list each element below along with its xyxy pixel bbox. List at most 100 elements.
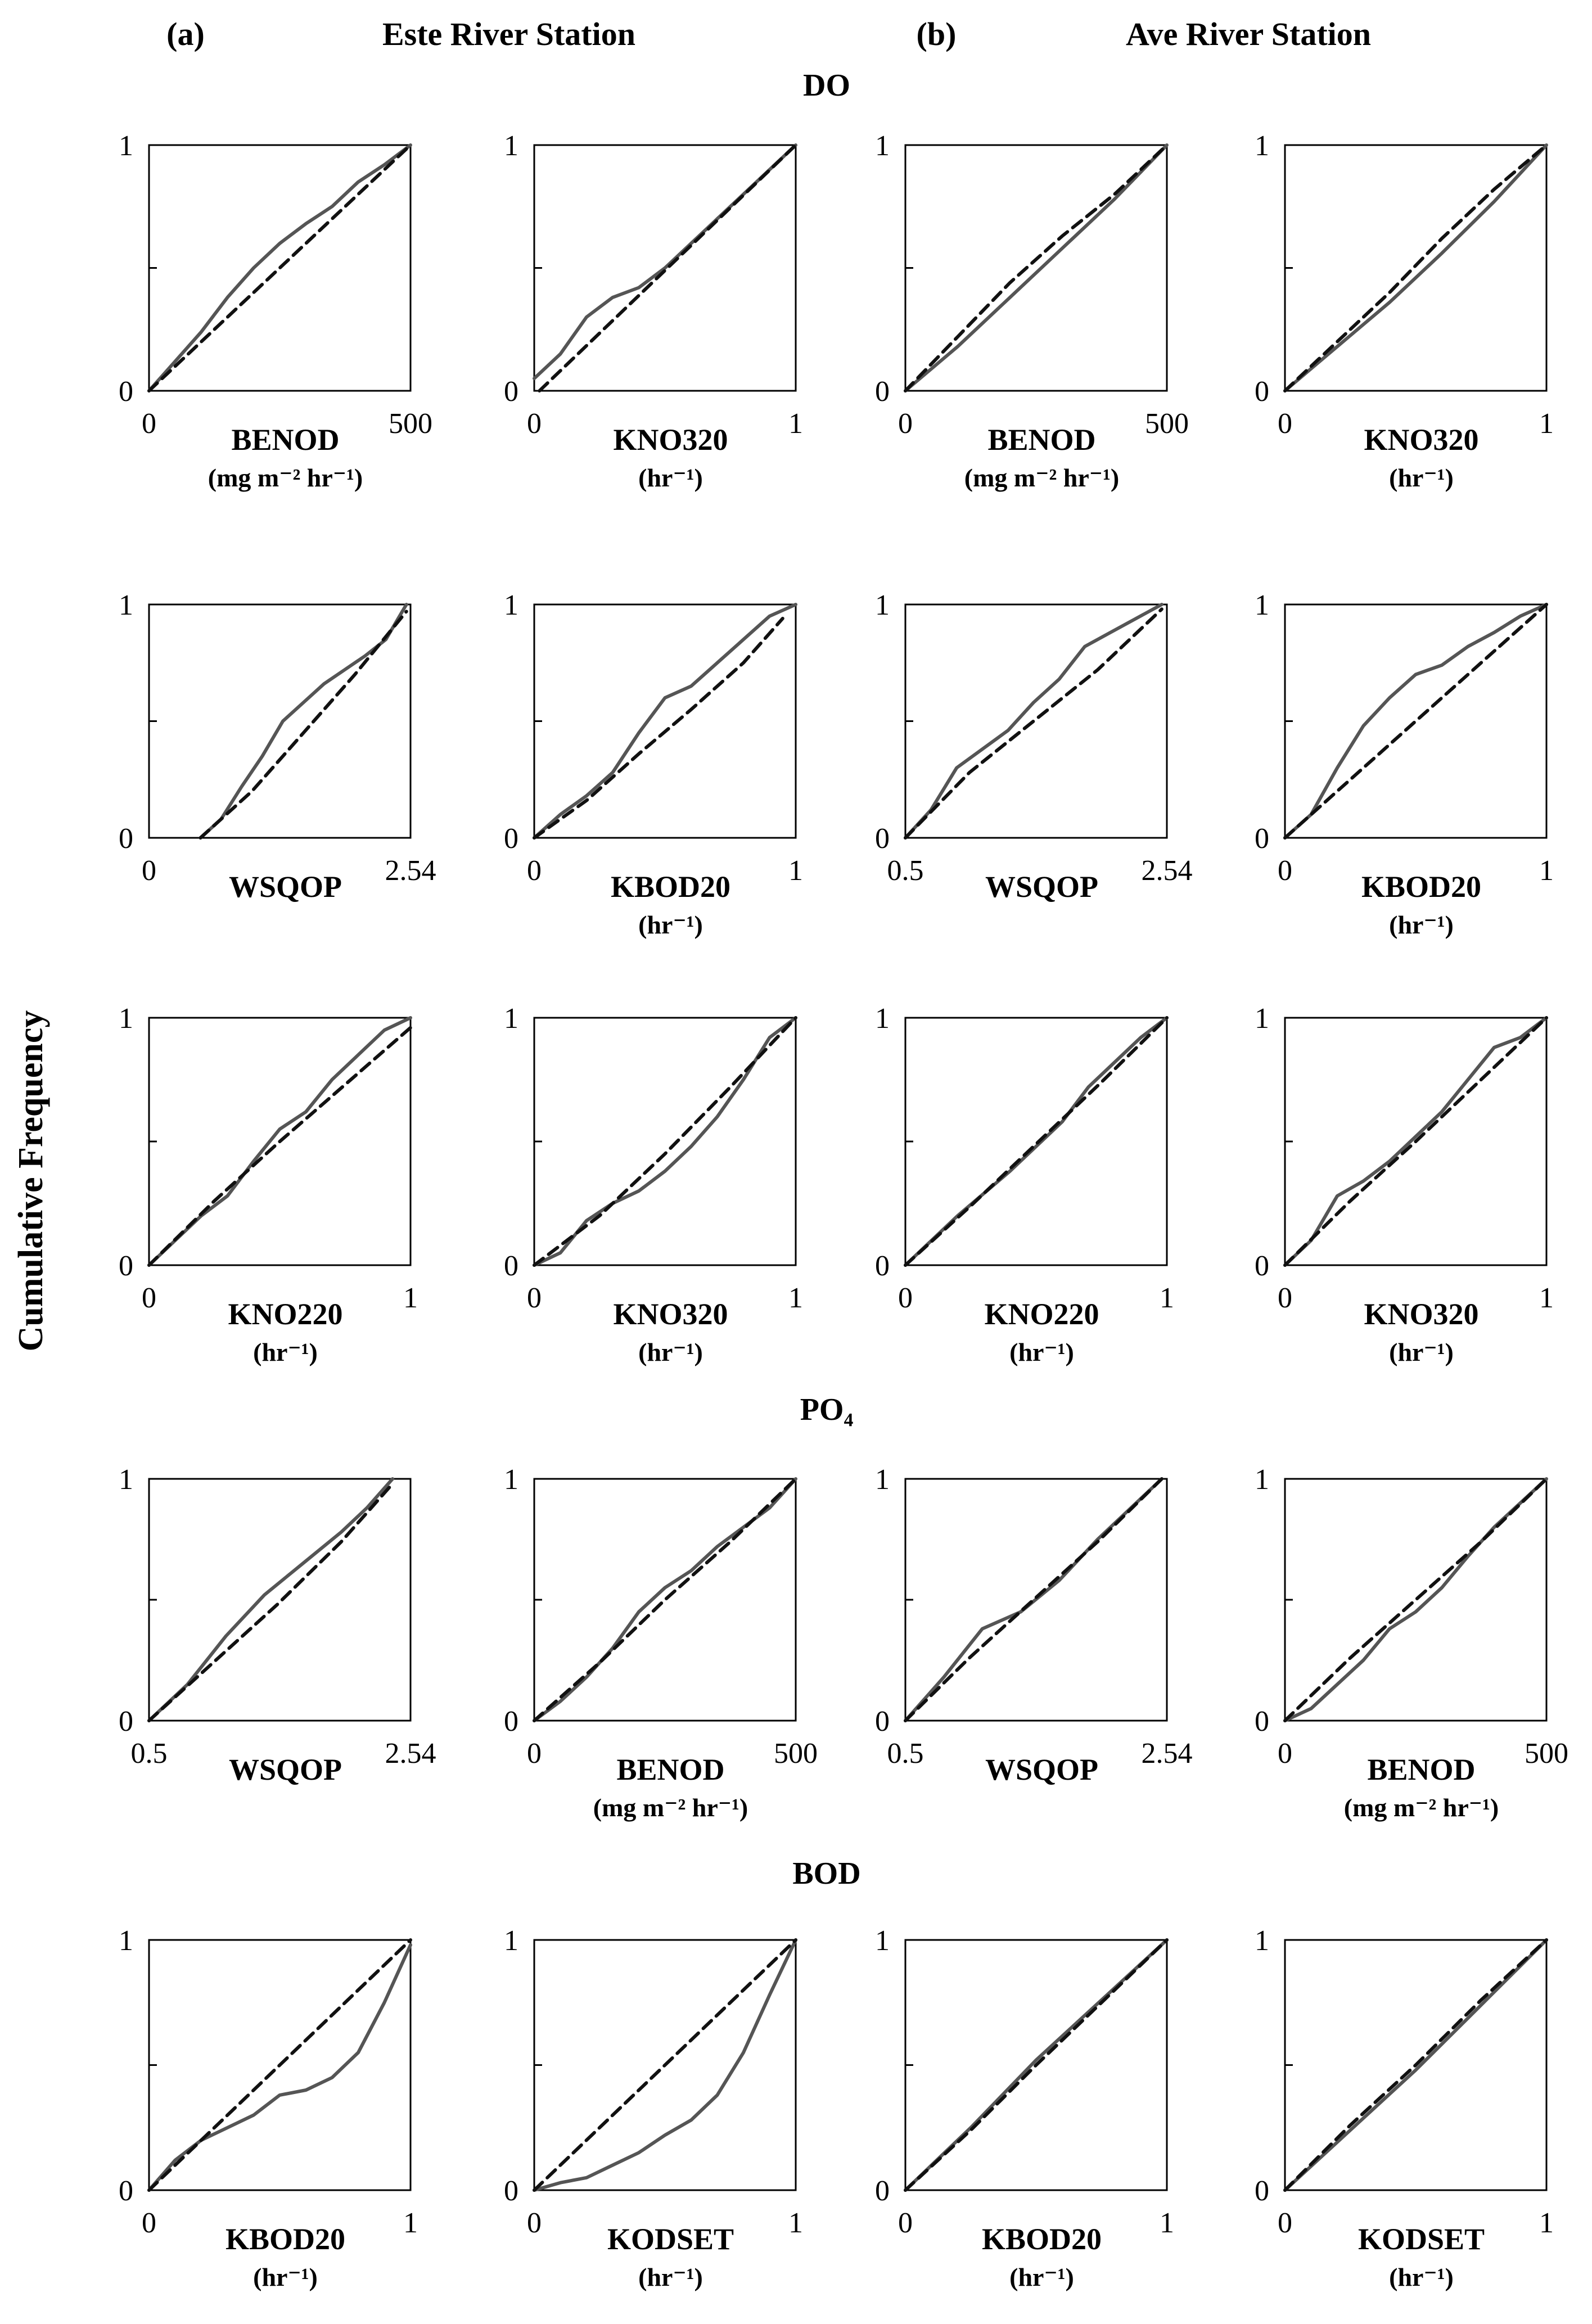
x-tick-label: 2.54 bbox=[385, 855, 436, 887]
chart-11: 1 00 1 KNO320 (hr⁻¹) bbox=[1255, 1003, 1554, 1366]
y-tick-label: 1 bbox=[1255, 1003, 1269, 1035]
chart-17: 1 00 1 KODSET (hr⁻¹) bbox=[504, 1925, 803, 2291]
chart-14: 1 00.5 2.54 WSQOP bbox=[875, 1464, 1193, 1786]
y-tick-label: 1 bbox=[1255, 130, 1269, 162]
solid-series-line bbox=[1283, 1016, 1548, 1267]
y-tick-label: 1 bbox=[1255, 589, 1269, 621]
dashed-series-line bbox=[533, 1477, 797, 1722]
y-tick-label: 1 bbox=[875, 1003, 890, 1035]
y-tick-label: 0 bbox=[1255, 823, 1269, 855]
chart-8: 1 00 1 KNO220 (hr⁻¹) bbox=[119, 1003, 418, 1366]
solid-series-line bbox=[147, 1477, 395, 1722]
dashed-series-line bbox=[904, 143, 1169, 392]
x-tick-label: 0 bbox=[527, 1282, 542, 1314]
x-tick-label: 500 bbox=[774, 1738, 818, 1770]
x-axis-units: (hr⁻¹) bbox=[1009, 2263, 1074, 2291]
y-tick-label: 1 bbox=[875, 589, 890, 621]
x-tick-label: 0 bbox=[142, 1282, 156, 1314]
x-tick-label: 1 bbox=[1539, 408, 1554, 440]
dashed-series-line bbox=[1283, 1477, 1548, 1722]
x-axis-units: (mg m⁻² hr⁻¹) bbox=[964, 463, 1119, 492]
x-axis-units: (hr⁻¹) bbox=[1389, 1338, 1454, 1366]
x-tick-label: 0 bbox=[527, 1738, 542, 1770]
y-tick-label: 0 bbox=[119, 2175, 133, 2207]
chart-3: 1 00 1 KNO320 (hr⁻¹) bbox=[1255, 130, 1554, 492]
x-tick-label: 0 bbox=[1278, 855, 1292, 887]
x-tick-label: 0 bbox=[142, 2207, 156, 2239]
y-tick-label: 1 bbox=[504, 1003, 518, 1035]
dashed-series-line bbox=[904, 1477, 1163, 1722]
dashed-series-line bbox=[147, 1482, 395, 1722]
solid-series-line bbox=[1283, 603, 1548, 840]
x-axis-label: KBOD20 bbox=[982, 2222, 1102, 2256]
chart-9: 1 00 1 KNO320 (hr⁻¹) bbox=[504, 1003, 803, 1366]
x-axis-units: (hr⁻¹) bbox=[253, 2263, 318, 2291]
y-tick-label: 0 bbox=[504, 823, 518, 855]
x-axis-label: KNO320 bbox=[613, 1297, 728, 1331]
x-axis-label: KBOD20 bbox=[1361, 870, 1481, 904]
dashed-series-line bbox=[1283, 603, 1548, 840]
x-tick-label: 500 bbox=[1145, 408, 1189, 440]
x-tick-label: 500 bbox=[389, 408, 432, 440]
x-tick-label: 2.54 bbox=[1142, 855, 1193, 887]
y-tick-label: 1 bbox=[119, 1925, 133, 1957]
solid-series-line bbox=[1283, 143, 1548, 392]
x-axis-units: (hr⁻¹) bbox=[638, 910, 703, 939]
chart-0: 1 00 500 BENOD (mg m⁻² hr⁻¹) bbox=[119, 130, 432, 492]
x-tick-label: 0 bbox=[1278, 1738, 1292, 1770]
dashed-series-line bbox=[147, 1938, 412, 2192]
x-axis-units: (hr⁻¹) bbox=[1389, 2263, 1454, 2291]
chart-18: 1 00 1 KBOD20 (hr⁻¹) bbox=[875, 1925, 1174, 2291]
y-tick-label: 0 bbox=[875, 2175, 890, 2207]
x-axis-label: WSQOP bbox=[985, 870, 1098, 904]
y-tick-label: 1 bbox=[504, 1925, 518, 1957]
chart-16: 1 00 1 KBOD20 (hr⁻¹) bbox=[119, 1925, 418, 2291]
plot-frame bbox=[148, 603, 412, 839]
y-tick-label: 1 bbox=[504, 130, 518, 162]
y-tick-label: 0 bbox=[1255, 376, 1269, 408]
x-tick-label: 0 bbox=[898, 1282, 913, 1314]
y-tick-label: 0 bbox=[1255, 2175, 1269, 2207]
y-tick-label: 0 bbox=[1255, 1250, 1269, 1282]
solid-series-line bbox=[199, 603, 408, 840]
x-axis-units: (hr⁻¹) bbox=[638, 2263, 703, 2291]
x-tick-label: 0 bbox=[898, 2207, 913, 2239]
x-tick-label: 0 bbox=[527, 408, 542, 440]
y-tick-label: 0 bbox=[504, 1705, 518, 1738]
chart-1: 1 00 1 KNO320 (hr⁻¹) bbox=[504, 130, 803, 492]
y-tick-label: 0 bbox=[504, 376, 518, 408]
x-tick-label: 0 bbox=[1278, 408, 1292, 440]
solid-series-line bbox=[533, 1016, 797, 1267]
y-tick-label: 1 bbox=[875, 130, 890, 162]
chart-2: 1 00 500 BENOD (mg m⁻² hr⁻¹) bbox=[875, 130, 1189, 492]
x-tick-label: 1 bbox=[788, 408, 803, 440]
y-tick-label: 0 bbox=[504, 1250, 518, 1282]
x-tick-label: 0 bbox=[142, 855, 156, 887]
y-tick-label: 1 bbox=[1255, 1925, 1269, 1957]
y-tick-label: 0 bbox=[119, 1705, 133, 1738]
x-tick-label: 2.54 bbox=[385, 1738, 436, 1770]
y-tick-label: 0 bbox=[1255, 1705, 1269, 1738]
chart-10: 1 00 1 KNO220 (hr⁻¹) bbox=[875, 1003, 1174, 1366]
x-tick-label: 0.5 bbox=[131, 1738, 168, 1770]
chart-15: 1 00 500 BENOD (mg m⁻² hr⁻¹) bbox=[1255, 1464, 1568, 1822]
section-label-bod: BOD bbox=[792, 1856, 860, 1891]
section-label-po4: PO₄ bbox=[800, 1392, 854, 1427]
dashed-series-line bbox=[199, 610, 408, 840]
chart-5: 1 00 1 KBOD20 (hr⁻¹) bbox=[504, 589, 803, 939]
x-axis-label: KNO220 bbox=[984, 1297, 1099, 1331]
y-tick-label: 1 bbox=[119, 1003, 133, 1035]
solid-series-line bbox=[904, 603, 1163, 840]
x-tick-label: 0 bbox=[527, 855, 542, 887]
x-axis-units: (mg m⁻² hr⁻¹) bbox=[1344, 1793, 1499, 1822]
x-axis-label: BENOD bbox=[616, 1753, 724, 1786]
dashed-series-line bbox=[533, 1938, 797, 2192]
x-axis-units: (hr⁻¹) bbox=[638, 1338, 703, 1366]
y-tick-label: 0 bbox=[875, 1705, 890, 1738]
plot-frame bbox=[533, 1017, 797, 1266]
x-tick-label: 1 bbox=[1539, 855, 1554, 887]
x-axis-label: BENOD bbox=[231, 423, 339, 457]
x-axis-label: WSQOP bbox=[229, 870, 342, 904]
